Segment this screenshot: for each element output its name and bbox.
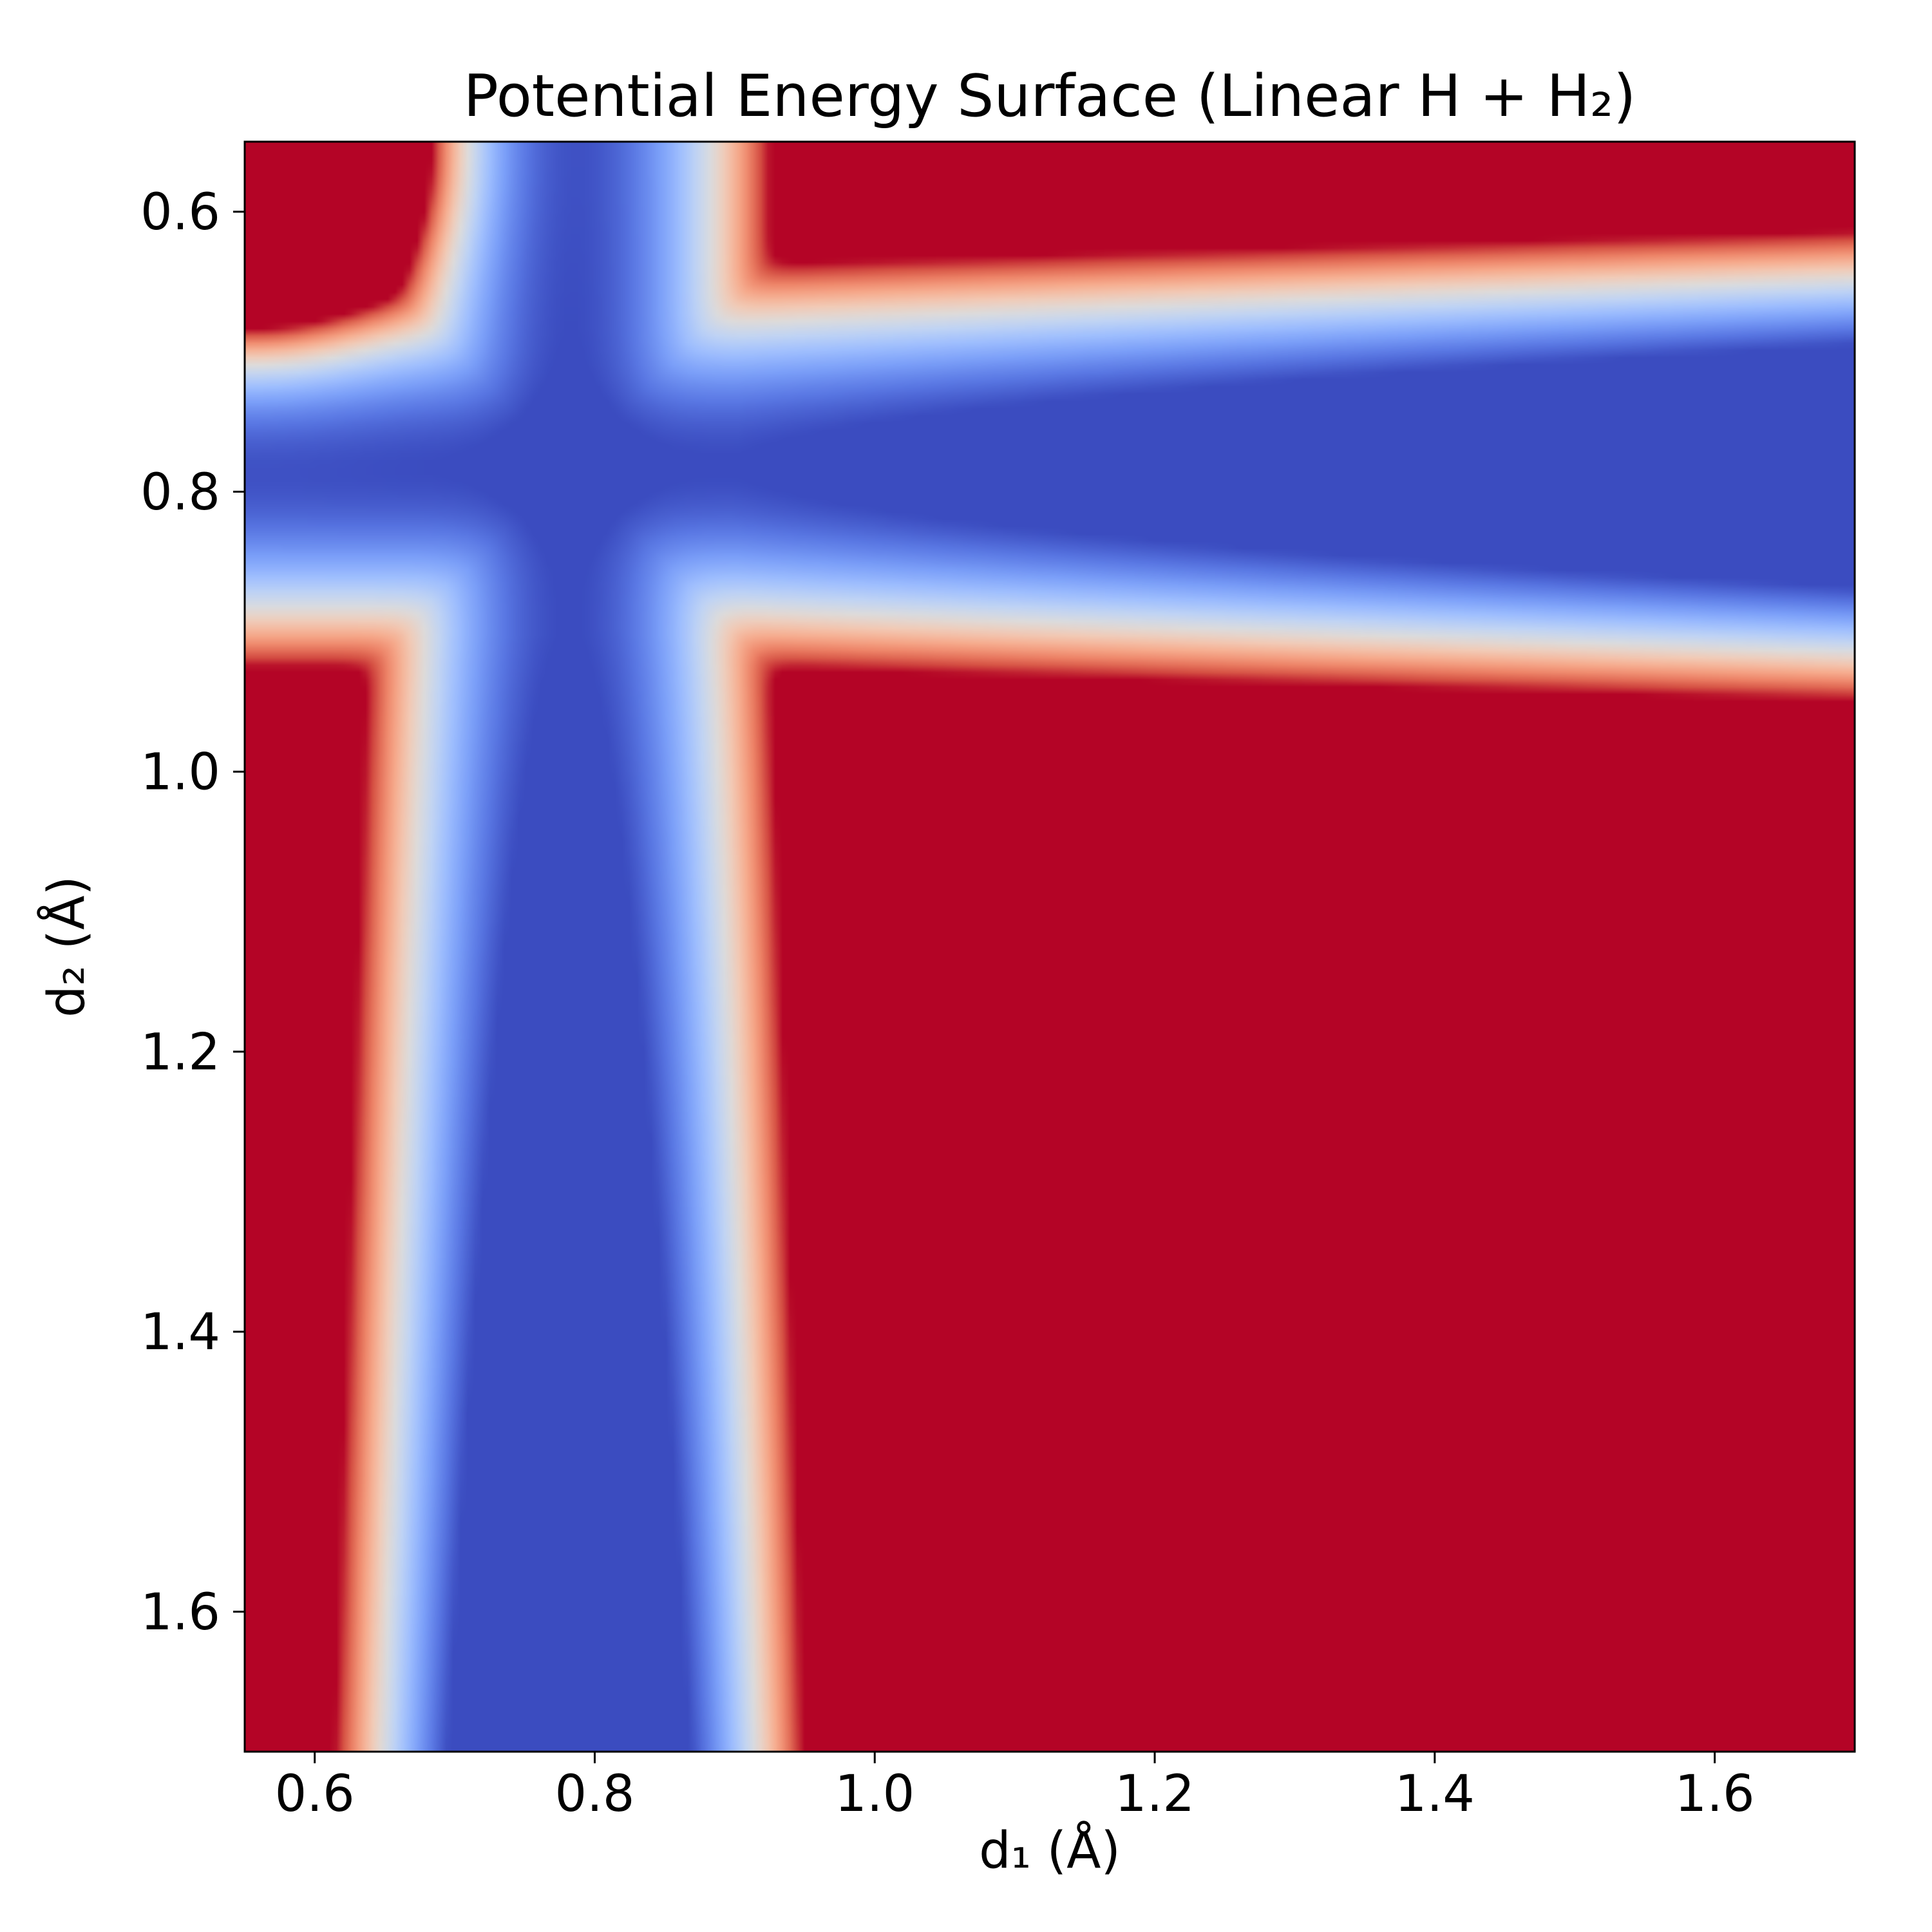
x-tick-label: 0.6 <box>275 1765 355 1823</box>
x-tick-label: 1.6 <box>1675 1765 1755 1823</box>
y-ticks: 0.6 0.8 1.0 1.2 1.4 1.6 <box>140 184 245 1642</box>
chart-svg: Potential Energy Surface (Linear H + H₂)… <box>0 0 1932 1932</box>
y-tick-label: 1.0 <box>140 744 220 802</box>
y-tick-label: 1.2 <box>140 1023 220 1081</box>
x-tick-label: 1.2 <box>1115 1765 1195 1823</box>
x-tick-label: 0.8 <box>554 1765 634 1823</box>
y-tick-label: 0.6 <box>140 184 220 242</box>
chart-container: Potential Energy Surface (Linear H + H₂)… <box>0 0 1932 1932</box>
x-tick-label: 1.4 <box>1395 1765 1475 1823</box>
y-tick-label: 0.8 <box>140 464 220 522</box>
chart-title: Potential Energy Surface (Linear H + H₂) <box>464 62 1636 130</box>
x-axis-label: d₁ (Å) <box>979 1821 1121 1880</box>
plot-area: 0.6 0.8 1.0 1.2 1.4 1.6 0.6 0.8 1.0 1.2 1.4 1.6 <box>140 142 1855 1823</box>
x-tick-label: 1.0 <box>835 1765 914 1823</box>
y-axis-label: d₂ (Å) <box>37 876 96 1018</box>
y-tick-label: 1.6 <box>140 1584 220 1642</box>
x-ticks: 0.6 0.8 1.0 1.2 1.4 1.6 <box>275 1752 1755 1823</box>
heatmap-image <box>245 142 1855 1752</box>
y-tick-label: 1.4 <box>140 1303 220 1361</box>
